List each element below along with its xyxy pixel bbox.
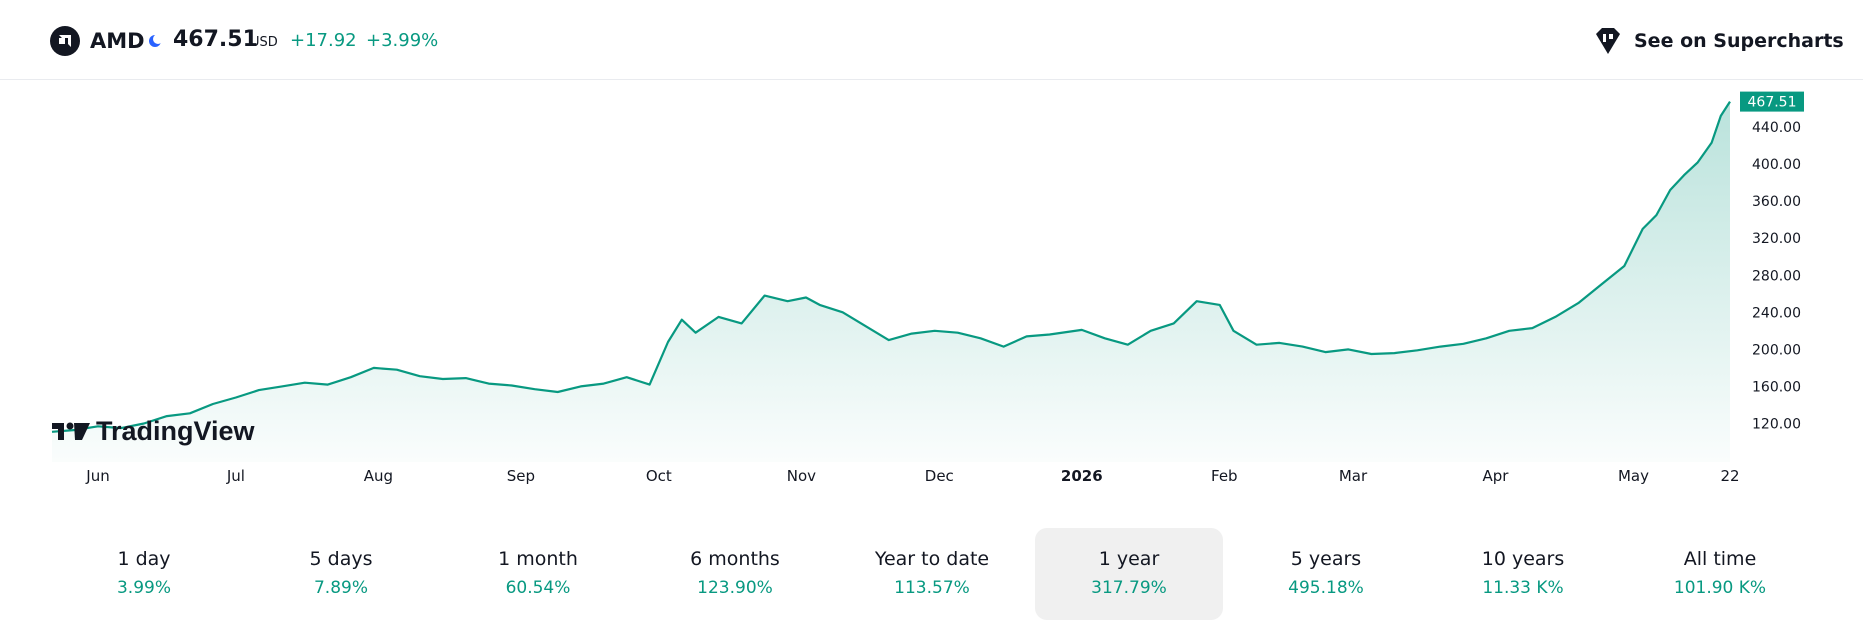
last-price-tag-label: 467.51 xyxy=(1748,95,1797,111)
currency-label: USD xyxy=(250,35,278,50)
period-label: 1 day xyxy=(117,548,171,570)
period-return: 7.89% xyxy=(313,578,368,598)
period-tab[interactable]: Year to date 113.57% xyxy=(838,528,1026,620)
x-tick-label: Sep xyxy=(507,467,535,485)
last-price: 467.51 xyxy=(173,27,258,52)
period-label: 1 month xyxy=(498,548,578,570)
x-tick-label: Mar xyxy=(1339,467,1368,485)
watermark-text: TradingView xyxy=(96,416,256,446)
price-line xyxy=(51,101,1731,433)
x-tick-label: Nov xyxy=(787,467,816,485)
period-selector: 1 day 3.99% 5 days 7.89% 1 month 60.54% 6 mont… xyxy=(50,528,1820,624)
ticker-symbol: AMD xyxy=(90,29,145,53)
x-tick-label: Feb xyxy=(1211,467,1238,485)
x-tick-label: May xyxy=(1618,467,1649,485)
tradingview-logo-icon xyxy=(52,422,90,440)
last-price-tag: 467.51 xyxy=(1740,91,1804,112)
y-tick-label: 400.00 xyxy=(1752,157,1801,173)
period-label: 10 years xyxy=(1481,548,1565,570)
x-tick-label: Oct xyxy=(646,467,672,485)
period-return: 113.57% xyxy=(894,578,970,598)
y-tick-label: 320.00 xyxy=(1752,231,1801,247)
period-return: 60.54% xyxy=(505,578,571,598)
x-tick-label: Jun xyxy=(85,467,109,485)
period-tab[interactable]: 1 day 3.99% xyxy=(50,528,238,620)
period-tab[interactable]: 6 months 123.90% xyxy=(641,528,829,620)
period-return: 11.33 K% xyxy=(1482,578,1564,598)
x-tick-label: Jul xyxy=(226,467,245,485)
x-tick-label: Aug xyxy=(364,467,393,485)
supercharts-label: See on Supercharts xyxy=(1634,30,1844,52)
x-tick-label: Apr xyxy=(1483,467,1510,485)
symbol-header: AMD 467.51 USD +17.92 +3.99% See on Supe… xyxy=(0,0,1863,80)
period-tab[interactable]: 5 years 495.18% xyxy=(1232,528,1420,620)
y-tick-label: 240.00 xyxy=(1752,305,1801,321)
period-label: All time xyxy=(1683,548,1757,570)
period-tab[interactable]: 1 month 60.54% xyxy=(444,528,632,620)
x-tick-label: Dec xyxy=(925,467,954,485)
period-label: 5 days xyxy=(309,548,373,570)
period-return: 123.90% xyxy=(697,578,773,598)
price-area-fill xyxy=(52,101,1730,462)
period-return: 3.99% xyxy=(116,578,171,598)
price-change-percent: +3.99% xyxy=(366,30,439,51)
period-tab[interactable]: All time 101.90 K% xyxy=(1626,528,1814,620)
y-tick-label: 200.00 xyxy=(1752,342,1801,358)
y-tick-label: 120.00 xyxy=(1752,416,1801,432)
period-label: 5 years xyxy=(1290,548,1362,570)
period-label: Year to date xyxy=(874,548,990,570)
price-change: +17.92 xyxy=(290,30,357,51)
y-tick-label: 280.00 xyxy=(1752,268,1801,284)
y-tick-label: 160.00 xyxy=(1752,379,1801,395)
supercharts-icon xyxy=(1592,26,1624,56)
period-return: 495.18% xyxy=(1288,578,1364,598)
tradingview-watermark: TradingView xyxy=(52,416,256,446)
x-tick-label: 2026 xyxy=(1061,467,1103,485)
price-chart[interactable]: 120.00 160.00 200.00 240.00 280.00 320.00 360.… xyxy=(0,80,1863,500)
period-label: 1 year xyxy=(1098,548,1160,570)
period-return: 317.79% xyxy=(1091,578,1167,598)
moon-icon xyxy=(146,32,164,50)
period-tab[interactable]: 5 days 7.89% xyxy=(247,528,435,620)
y-tick-label: 360.00 xyxy=(1752,194,1801,210)
period-tab[interactable]: 1 year 317.79% xyxy=(1035,528,1223,620)
see-on-supercharts-button[interactable]: See on Supercharts xyxy=(1590,22,1844,60)
period-return: 101.90 K% xyxy=(1673,578,1767,598)
amd-logo-icon xyxy=(50,26,80,56)
period-tab[interactable]: 10 years 11.33 K% xyxy=(1429,528,1617,620)
y-tick-label: 440.00 xyxy=(1752,120,1801,136)
x-tick-label: 22 xyxy=(1720,467,1739,485)
period-label: 6 months xyxy=(690,548,780,570)
